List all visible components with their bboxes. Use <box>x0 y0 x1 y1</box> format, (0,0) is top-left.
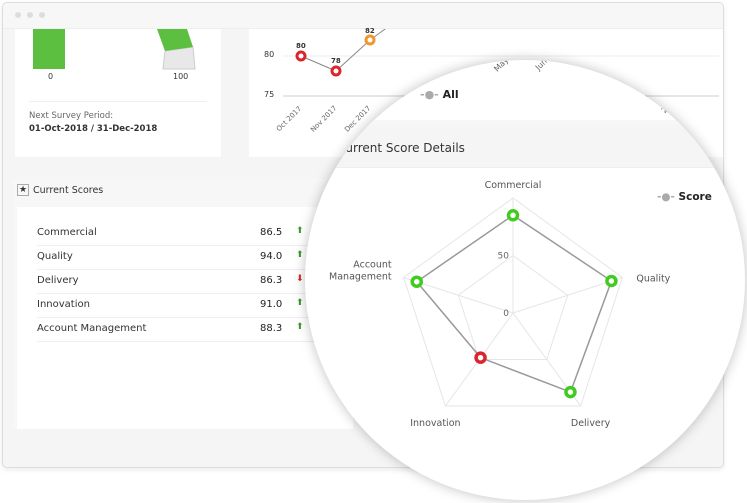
radar-point[interactable] <box>564 385 577 399</box>
score-row[interactable]: Commercial 86.5 ⬆ <box>37 221 317 246</box>
radar-category-label: Delivery <box>571 418 611 429</box>
score-row[interactable]: Innovation 91.0 ⬆ <box>37 293 317 318</box>
arrow-up-icon: ⬆ <box>296 226 304 236</box>
radar-chart: Commercial Quality Delivery Innovation Accou… <box>329 180 671 429</box>
radar-point[interactable] <box>605 274 618 288</box>
radar-point[interactable] <box>474 351 487 364</box>
current-scores-panel: ★ Current Scores Commercial 86.5 ⬆ Quality 9… <box>13 179 353 429</box>
y-tick: 75 <box>264 90 275 99</box>
window-dot[interactable] <box>39 12 45 18</box>
radar-series-line <box>415 214 613 394</box>
legend-all[interactable]: -●- All <box>420 88 459 101</box>
score-name: Quality <box>37 251 73 262</box>
radar-axis <box>512 276 623 314</box>
score-value: 91.0 <box>260 299 283 310</box>
arrow-up-icon: ⬆ <box>296 322 304 332</box>
radar-category-label: Innovation <box>410 418 460 429</box>
score-name: Delivery <box>37 275 79 286</box>
gauge-card: 0 100 Next Survey Period: 01-Oct-2018 / … <box>15 29 221 157</box>
magnifier-lens: -●- All May Jun 2018 Current Score Detai… <box>305 60 745 500</box>
data-label: 78 <box>331 57 341 65</box>
score-value: 88.3 <box>260 323 283 334</box>
y-tick: 80 <box>264 50 275 59</box>
point-dec[interactable] <box>364 34 376 46</box>
score-value: 94.0 <box>260 251 283 262</box>
period-value: 01-Oct-2018 / 31-Dec-2018 <box>29 124 158 134</box>
radar-point[interactable] <box>410 275 424 288</box>
gauge-max: 100 <box>173 72 189 81</box>
data-label: 82 <box>365 27 375 35</box>
title-bar <box>3 3 723 29</box>
score-row[interactable]: Account Management 88.3 ⬆ <box>37 317 317 342</box>
score-value: 86.3 <box>260 275 283 286</box>
score-details-title: Current Score Details <box>337 141 465 155</box>
arrow-up-icon: ⬆ <box>296 298 304 308</box>
current-scores-title: Current Scores <box>33 185 104 196</box>
star-icon: ★ <box>17 184 30 196</box>
radar-grid <box>403 197 623 407</box>
legend-score[interactable]: -●- Score <box>657 191 712 203</box>
radar-point[interactable] <box>506 209 520 222</box>
radar-category-label: Account <box>353 259 392 270</box>
gauge-min: 0 <box>48 72 54 81</box>
radar-tick-label: 50 <box>498 252 510 262</box>
radar-grid <box>457 254 569 361</box>
arrow-up-icon: ⬆ <box>296 250 304 260</box>
radar-category-label: Quality <box>636 273 670 284</box>
score-row[interactable]: Quality 94.0 ⬆ <box>37 245 317 270</box>
score-name: Commercial <box>37 227 97 238</box>
point-nov[interactable] <box>330 65 342 77</box>
gauge <box>33 29 196 70</box>
radar-tick-label: 0 <box>503 309 509 319</box>
window-dot[interactable] <box>15 12 21 18</box>
score-name: Account Management <box>37 323 147 334</box>
score-name: Innovation <box>37 299 90 310</box>
arrow-down-icon: ⬇ <box>296 274 304 284</box>
period-label: Next Survey Period: <box>29 111 114 121</box>
data-label: 80 <box>296 42 306 50</box>
radar-category-label: Commercial <box>485 180 542 191</box>
radar-category-label: Management <box>329 271 392 282</box>
point-oct[interactable] <box>295 50 307 62</box>
window-dot[interactable] <box>27 12 33 18</box>
score-row[interactable]: Delivery 86.3 ⬇ <box>37 269 317 294</box>
score-value: 86.5 <box>260 227 283 238</box>
